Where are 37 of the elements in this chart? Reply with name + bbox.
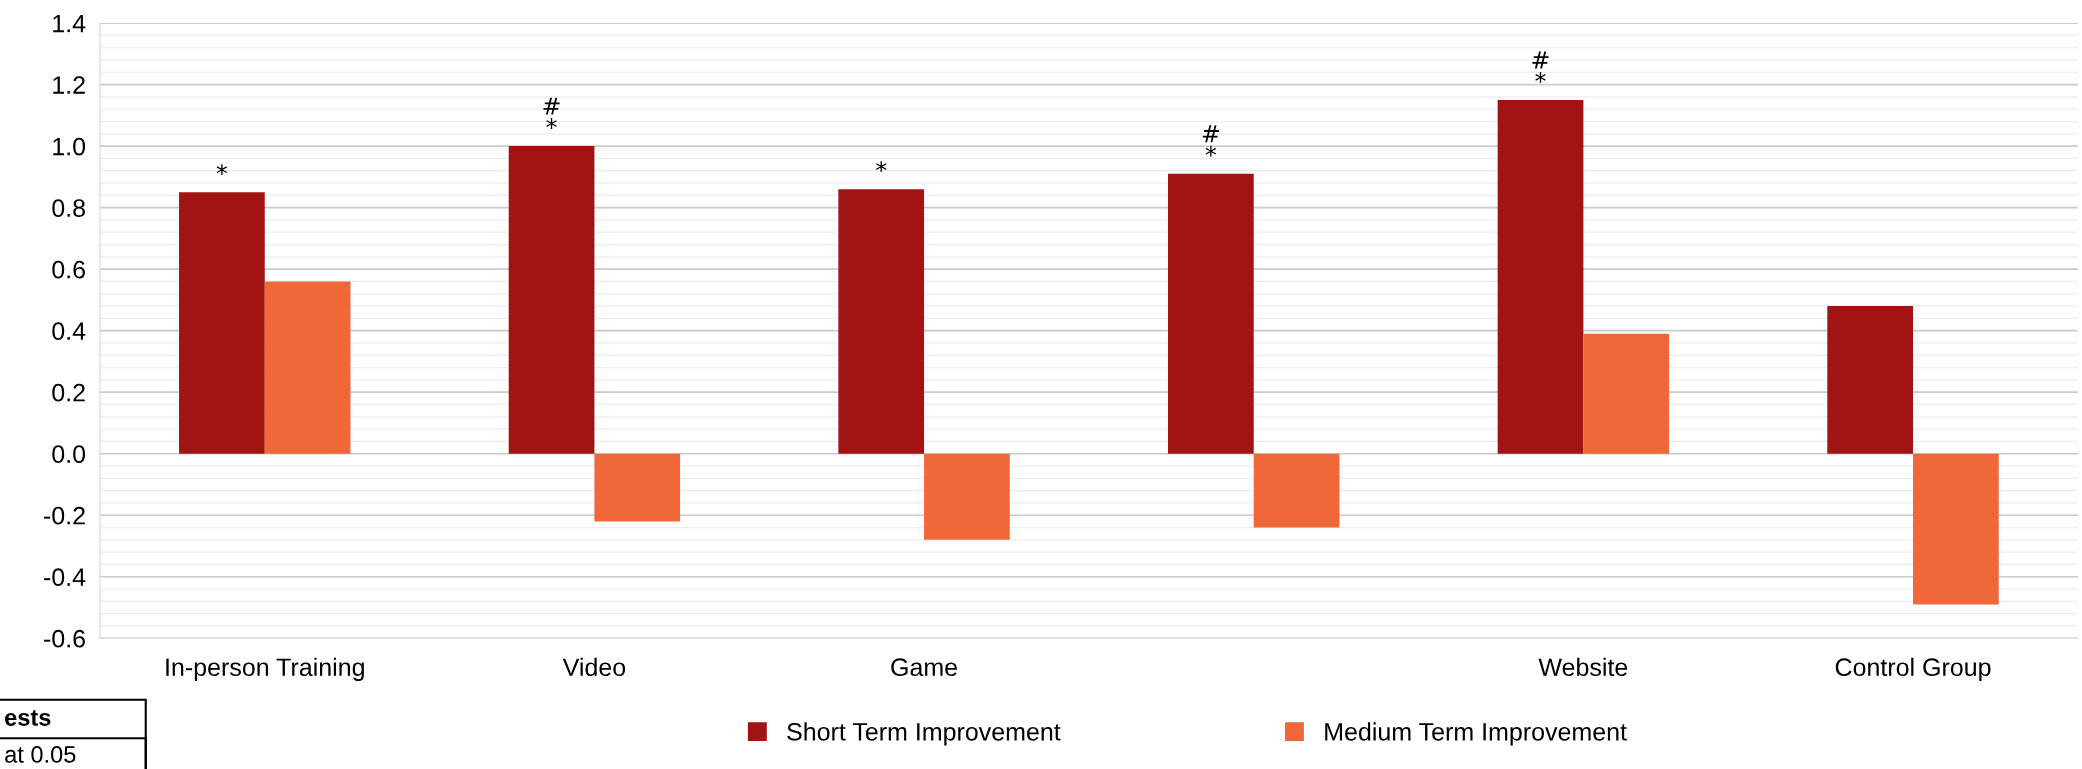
legend-label: Medium Term Improvement (1325, 722, 1627, 746)
data-label: * (876, 161, 887, 172)
y-tick-label: 1.4 (53, 14, 86, 33)
bar (924, 453, 1010, 540)
data-label: * (216, 164, 228, 176)
y-tick-label: 0.2 (52, 383, 85, 402)
bar (508, 146, 595, 454)
x-tick-label: Website (1538, 657, 1628, 677)
y-tick-label: 0.0 (52, 445, 86, 464)
bar (179, 192, 265, 454)
legend-label: Short Term Improvement (787, 722, 1061, 746)
bar (1497, 99, 1584, 454)
bar (1827, 306, 1914, 454)
bar (838, 189, 925, 454)
y-tick-label: -0.6 (44, 629, 85, 648)
text: at 0.05 (5, 746, 76, 763)
y-tick-label: 1.0 (53, 137, 86, 156)
bar (1253, 453, 1340, 528)
y-tick-label: -0.4 (44, 568, 86, 587)
bar (1913, 453, 1999, 605)
bar (1168, 173, 1254, 454)
y-tick-label: 0.8 (52, 199, 85, 217)
data-label: # * (543, 97, 560, 129)
bar (264, 281, 351, 454)
x-tick-label: In-person Training (166, 657, 364, 682)
bar (594, 453, 681, 522)
data-label: # * (1532, 51, 1549, 83)
x-tick-label: Game (891, 658, 957, 677)
x-tick-label: Video (562, 657, 626, 677)
bar (1583, 333, 1670, 454)
y-tick-label: 0.6 (52, 260, 85, 279)
data-label: # * (1202, 125, 1219, 157)
x-tick-label: Control Group (1835, 657, 1991, 682)
y-tick-label: 0.4 (52, 322, 86, 340)
y-tick-label: 1.2 (53, 76, 85, 94)
text: ests (5, 710, 51, 726)
y-tick-label: -0.2 (44, 506, 85, 525)
